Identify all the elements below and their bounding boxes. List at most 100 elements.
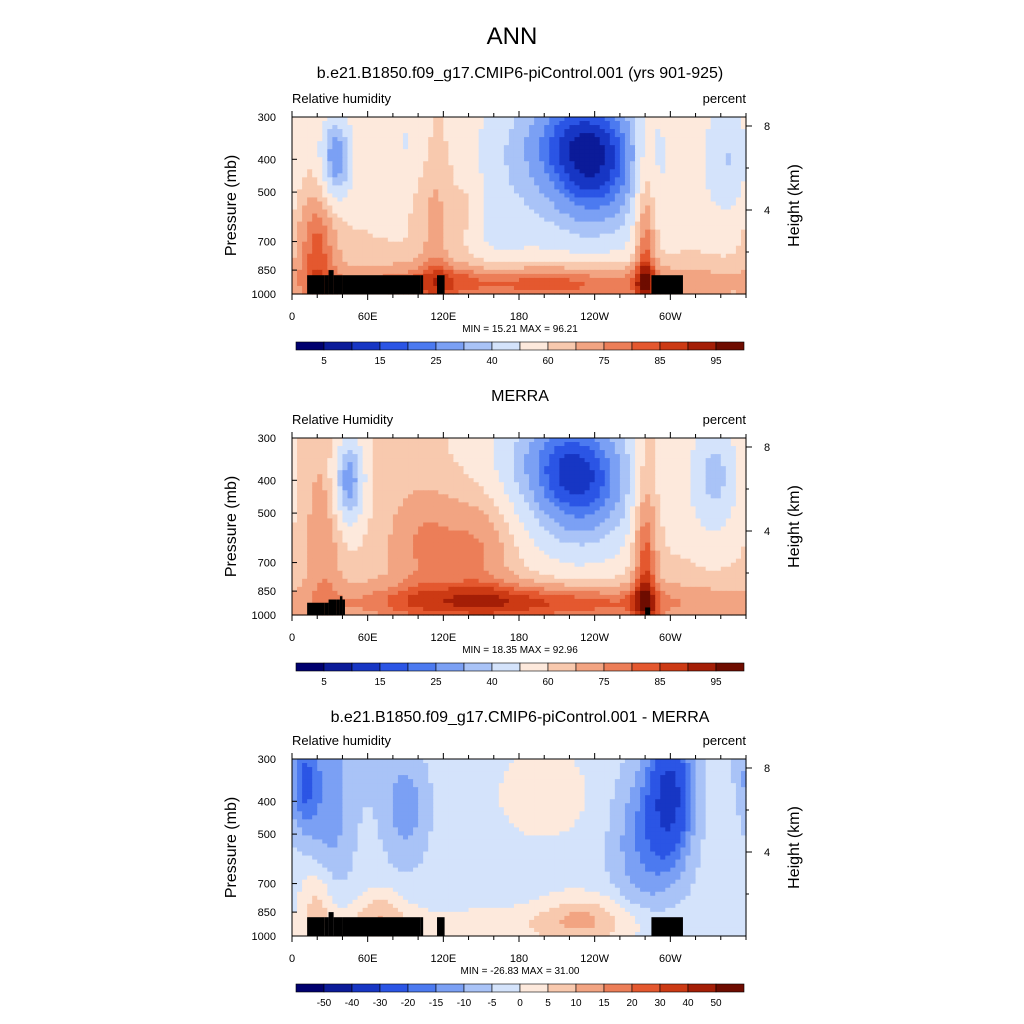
field-cell: [559, 221, 565, 227]
field-cell: [478, 233, 485, 239]
field-cell: [675, 141, 682, 146]
field-cell: [609, 438, 616, 443]
field-cell: [710, 237, 717, 243]
field-cell: [493, 257, 500, 263]
field-cell: [347, 446, 354, 451]
field-cell: [312, 197, 318, 203]
field-cell: [498, 173, 505, 178]
field-cell: [554, 221, 560, 227]
field-cell: [519, 245, 525, 251]
field-cell: [508, 446, 515, 451]
field-cell: [397, 221, 404, 227]
field-cell: [473, 137, 480, 142]
field-cell: [468, 217, 475, 223]
field-cell: [408, 169, 414, 174]
field-cell: [720, 450, 727, 455]
field-cell: [584, 145, 591, 150]
field-cell: [594, 221, 601, 227]
field-cell: [468, 221, 475, 227]
field-cell: [473, 285, 480, 291]
field-cell: [619, 454, 626, 459]
field-cell: [312, 129, 318, 134]
field-cell: [382, 257, 389, 263]
field-cell: [488, 269, 495, 275]
field-cell: [302, 257, 308, 263]
y-tick-label: 1000: [252, 289, 276, 301]
field-cell: [549, 209, 555, 215]
field-cell: [397, 438, 404, 443]
field-cell: [609, 474, 616, 479]
field-cell: [392, 225, 399, 231]
field-cell: [655, 205, 661, 211]
field-cell: [720, 201, 727, 207]
field-cell: [655, 245, 661, 251]
field-cell: [448, 177, 455, 182]
field-cell: [387, 241, 394, 247]
field-cell: [408, 197, 414, 203]
field-cell: [307, 466, 313, 471]
field-cell: [317, 269, 323, 275]
field-cell: [312, 462, 318, 467]
field-cell: [579, 213, 586, 219]
field-cell: [387, 257, 394, 263]
field-cell: [413, 189, 419, 195]
field-cell: [544, 277, 550, 283]
field-cell: [367, 458, 374, 463]
field-cell: [322, 253, 328, 259]
field-cell: [493, 245, 500, 251]
field-cell: [614, 261, 621, 267]
field-cell: [614, 137, 621, 142]
field-cell: [675, 233, 682, 239]
field-cell: [433, 249, 439, 255]
field-cell: [387, 125, 394, 130]
field-cell: [569, 201, 576, 207]
field-cell: [564, 269, 571, 275]
field-cell: [508, 121, 515, 126]
field-cell: [317, 446, 323, 451]
field-cell: [559, 205, 565, 211]
field-cell: [735, 173, 742, 178]
field-cell: [382, 209, 389, 215]
field-cell: [690, 438, 697, 443]
field-cell: [448, 438, 455, 443]
field-cell: [337, 133, 344, 138]
field-cell: [498, 169, 505, 174]
field-cell: [327, 181, 333, 186]
field-cell: [594, 446, 601, 451]
field-cell: [478, 157, 485, 162]
field-cell: [377, 173, 384, 178]
field-cell: [700, 129, 707, 134]
field-cell: [508, 281, 515, 287]
field-cell: [307, 245, 313, 251]
field-cell: [564, 458, 571, 463]
field-cell: [402, 201, 409, 207]
field-cell: [564, 117, 571, 122]
field-cell: [443, 225, 449, 231]
field-cell: [408, 193, 414, 199]
field-cell: [604, 446, 611, 451]
field-cell: [493, 450, 500, 455]
field-cell: [574, 253, 581, 259]
field-cell: [624, 177, 631, 182]
field-cell: [377, 177, 384, 182]
field-cell: [589, 177, 596, 182]
field-cell: [564, 221, 571, 227]
field-cell: [594, 438, 601, 443]
field-cell: [337, 149, 344, 154]
field-cell: [544, 129, 550, 134]
field-cell: [589, 470, 596, 475]
field-cell: [524, 225, 530, 231]
field-cell: [559, 193, 565, 199]
field-cell: [322, 193, 328, 199]
field-cell: [438, 181, 444, 186]
field-cell: [387, 442, 394, 447]
field-cell: [433, 125, 439, 130]
field-cell: [337, 478, 344, 483]
field-cell: [327, 177, 333, 182]
field-cell: [660, 153, 666, 158]
field-cell: [559, 462, 565, 467]
field-cell: [604, 442, 611, 447]
field-cell: [569, 249, 576, 255]
field-cell: [635, 225, 641, 231]
field-cell: [362, 474, 369, 479]
